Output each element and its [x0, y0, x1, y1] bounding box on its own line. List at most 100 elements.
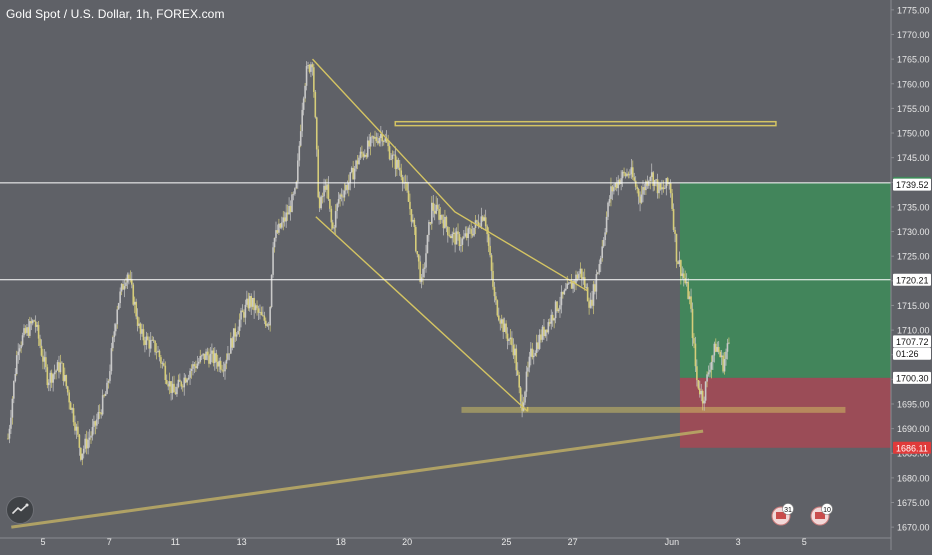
y-tick-label: 1770.00 [897, 30, 930, 40]
candle-body [445, 216, 448, 227]
candle-body [659, 183, 662, 190]
candle-body [110, 348, 113, 372]
candle-body [583, 277, 586, 288]
candle-body [463, 236, 465, 239]
candle-body [465, 233, 468, 238]
candle-body [578, 273, 580, 279]
candle-body [90, 435, 92, 438]
candle-body [567, 283, 570, 285]
candle-body [661, 187, 663, 190]
candle-body [170, 381, 172, 393]
candle-body [267, 324, 270, 326]
candle-body [473, 227, 475, 236]
candle-body [53, 372, 56, 375]
candle-body [84, 438, 86, 449]
candle-body [554, 301, 557, 319]
candle-body [147, 336, 149, 340]
candle-body [650, 172, 653, 177]
y-tick-label: 1680.00 [897, 473, 930, 483]
candle-body [627, 173, 630, 176]
candle-body [449, 236, 452, 239]
candle-body [382, 141, 385, 143]
tradingview-logo-icon[interactable] [6, 496, 34, 524]
candle-body [643, 187, 646, 191]
candle-body [31, 320, 34, 324]
candle-body [591, 299, 593, 306]
candle-body [264, 320, 267, 326]
candle-body [85, 438, 88, 449]
candle-body [145, 336, 148, 345]
candle-body [380, 133, 382, 139]
candle-body [697, 380, 700, 389]
candle-body [636, 186, 638, 190]
event-count-badge [821, 503, 833, 515]
candle-body [50, 372, 53, 383]
candle-body [630, 167, 633, 175]
candle-body [167, 383, 170, 387]
candle-body [669, 183, 672, 194]
candle-body [47, 382, 50, 386]
candle-body [315, 117, 318, 150]
candle-body [425, 253, 427, 268]
candle-body [608, 199, 611, 203]
y-tick-label: 1745.00 [897, 153, 930, 163]
candle-body [598, 264, 601, 273]
y-tick-label: 1760.00 [897, 79, 930, 89]
event-marker[interactable]: 31 [771, 503, 794, 526]
candle-body [331, 222, 334, 229]
candle-body [439, 214, 442, 220]
candle-body [409, 201, 411, 210]
candle-body [527, 367, 529, 372]
candle-body [254, 305, 257, 311]
candle-body [642, 187, 644, 195]
support-zone [461, 406, 846, 413]
candle-body [547, 322, 550, 333]
candle-body [407, 190, 410, 202]
candle-body [640, 194, 643, 203]
candle-body [387, 142, 389, 147]
candle-body [569, 282, 571, 284]
candle-body [471, 233, 474, 236]
candle-body [431, 202, 433, 224]
candle-body [171, 383, 174, 393]
candle-body [219, 360, 222, 370]
candle-body [173, 383, 175, 393]
candle-body [448, 235, 451, 237]
candle-body [136, 316, 139, 326]
candle-body [586, 287, 589, 302]
candle-body [107, 380, 110, 383]
candle-body [192, 364, 194, 369]
candle-body [366, 140, 369, 157]
candle-body [168, 381, 171, 387]
candle-body [436, 204, 439, 210]
event-count: 10 [823, 507, 831, 514]
candle-body [535, 342, 538, 353]
candle-body [365, 154, 368, 157]
candle-body [710, 361, 713, 370]
candle-body [391, 154, 394, 160]
candle-body [317, 149, 320, 198]
candle-body [144, 340, 146, 345]
candle-body [285, 212, 287, 222]
candle-body [588, 301, 590, 308]
price-label-box [893, 178, 931, 191]
candle-body [556, 301, 558, 312]
candle-body [423, 267, 426, 269]
candle-body [247, 298, 250, 309]
event-marker[interactable]: 10 [810, 503, 833, 526]
y-tick-label: 1710.00 [897, 326, 930, 336]
candle-body [193, 364, 196, 367]
event-count-badge [782, 503, 794, 515]
event-count: 31 [784, 507, 792, 514]
rising-trendline [11, 429, 704, 529]
channel-lower-line [315, 216, 529, 412]
candle-body [310, 64, 312, 72]
candle-body [294, 188, 296, 194]
candle-body [634, 180, 637, 187]
candle-body [324, 185, 327, 190]
candle-body [263, 315, 266, 321]
candle-body [196, 363, 199, 369]
candle-body [97, 412, 100, 420]
